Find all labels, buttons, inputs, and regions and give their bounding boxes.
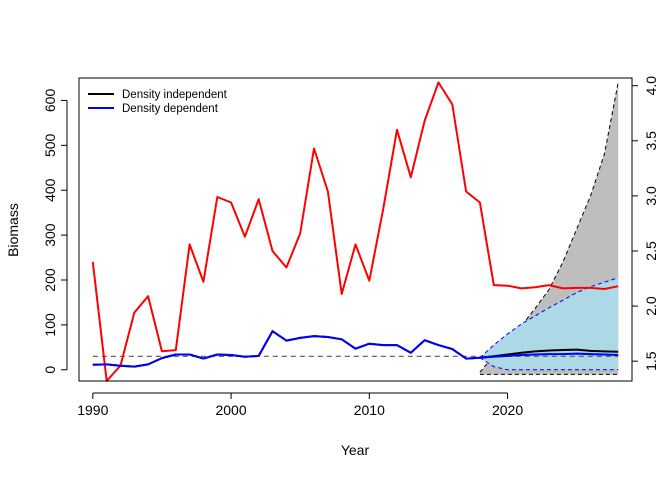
y-tick-label: 300 <box>42 223 58 247</box>
x-tick-label: 2010 <box>354 402 385 418</box>
projection-bands <box>479 82 619 375</box>
y2-tick-label: 3.0 <box>643 186 659 206</box>
series-line-0 <box>91 81 619 382</box>
legend-label: Density dependent <box>122 103 219 115</box>
y-tick-label: 100 <box>42 313 58 337</box>
series-lines <box>91 81 619 382</box>
band-lower-edge-1 <box>479 357 619 371</box>
x-axis-label: Year <box>341 442 370 458</box>
x-tick-label: 2020 <box>492 402 523 418</box>
y2-tick-label: 3.5 <box>643 131 659 151</box>
y2-tick-label: 2.5 <box>643 241 659 261</box>
y-axis-right: 1.5 2.0 2.5 3.0 3.5 4.0 <box>631 76 659 371</box>
y-axis-label: Biomass <box>5 203 21 257</box>
x-tick-label: 1990 <box>77 402 108 418</box>
y-tick-label: 200 <box>42 268 58 292</box>
y-tick-label: 0 <box>42 366 58 374</box>
y-tick-label: 500 <box>42 133 58 157</box>
y-tick-label: 600 <box>42 89 58 113</box>
series-line-2 <box>92 330 619 368</box>
band-upper-edge-1 <box>479 277 619 359</box>
y-axis-left: 0 100 200 300 400 500 600 <box>42 89 68 374</box>
band-area-1 <box>479 277 619 370</box>
x-axis: 1990 2000 2010 2020 <box>77 392 523 418</box>
y2-tick-label: 4.0 <box>643 76 659 96</box>
band-upper-edge-0 <box>479 82 619 373</box>
y-tick-label: 400 <box>42 178 58 202</box>
x-tick-label: 2000 <box>215 402 246 418</box>
y2-tick-label: 2.0 <box>643 296 659 316</box>
legend-label: Density independent <box>122 89 228 101</box>
y2-tick-label: 1.5 <box>643 351 659 371</box>
legend: Density independent Density dependent <box>88 89 228 115</box>
